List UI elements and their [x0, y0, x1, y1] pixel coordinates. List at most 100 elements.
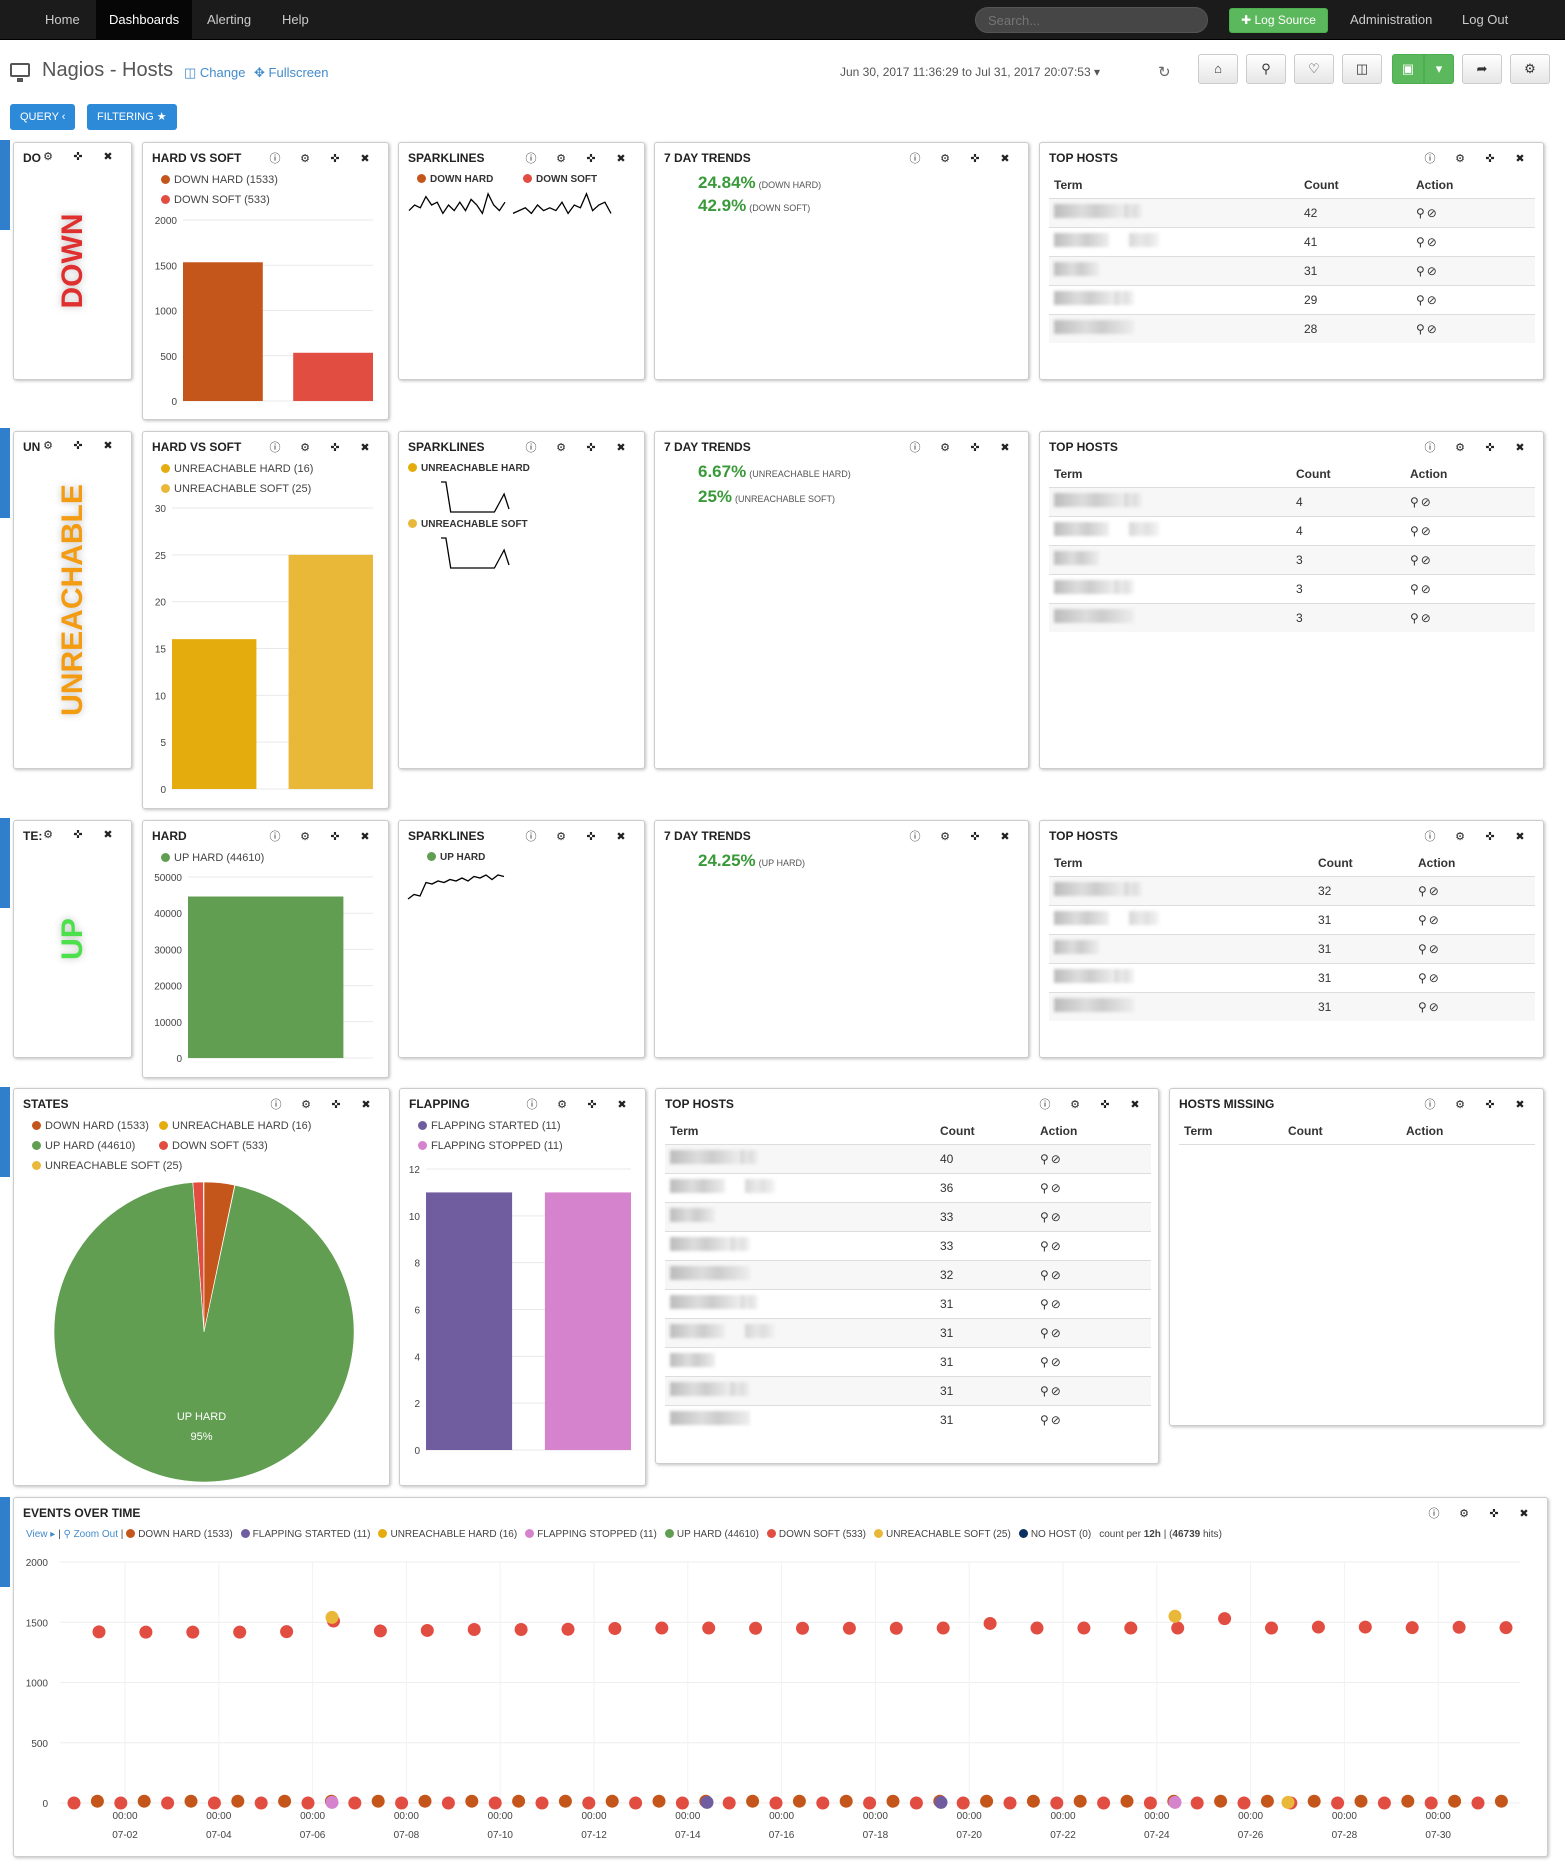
column-header-action[interactable]: Action: [1413, 851, 1535, 877]
ban-icon[interactable]: ⊘: [1050, 1325, 1063, 1340]
legend-item[interactable]: UNREACHABLE HARD (16): [161, 463, 313, 475]
ban-icon[interactable]: ⊘: [1050, 1209, 1063, 1224]
legend-item[interactable]: UNREACHABLE HARD (16): [159, 1120, 311, 1132]
event-point[interactable]: [1311, 1620, 1325, 1634]
event-point[interactable]: [889, 1621, 903, 1635]
gear-icon[interactable]: ⚙: [940, 153, 950, 165]
gear-icon[interactable]: ⚙: [43, 440, 53, 452]
event-point[interactable]: [1124, 1621, 1138, 1635]
search-icon[interactable]: ⚲: [1410, 610, 1421, 625]
event-point[interactable]: [373, 1624, 387, 1638]
event-point[interactable]: [909, 1796, 923, 1810]
event-point[interactable]: [1237, 1796, 1251, 1810]
legend-item[interactable]: UNREACHABLE SOFT (25): [161, 483, 311, 495]
event-point[interactable]: [1171, 1621, 1185, 1635]
term-cell[interactable]: [665, 1317, 935, 1347]
event-point[interactable]: [139, 1625, 153, 1639]
move-icon[interactable]: ✜: [970, 153, 980, 165]
ban-icon[interactable]: ⊘: [1428, 970, 1441, 985]
search-icon[interactable]: ⚲: [1040, 1180, 1051, 1195]
gear-icon[interactable]: ⚙: [1455, 442, 1465, 454]
search-icon[interactable]: ⚲: [1410, 494, 1421, 509]
gear-icon[interactable]: ⚙: [556, 831, 566, 843]
event-point[interactable]: [467, 1622, 481, 1636]
bar[interactable]: [172, 639, 257, 789]
ban-icon[interactable]: ⊘: [1428, 999, 1441, 1014]
event-point[interactable]: [233, 1625, 247, 1639]
event-point[interactable]: [1218, 1612, 1232, 1626]
column-header-count[interactable]: Count: [935, 1119, 1035, 1145]
close-icon[interactable]: ✖: [1130, 1099, 1140, 1111]
move-icon[interactable]: ✜: [1100, 1099, 1110, 1111]
event-point[interactable]: [675, 1796, 689, 1810]
term-cell[interactable]: [1049, 962, 1313, 992]
event-point[interactable]: [980, 1794, 994, 1808]
column-header-term[interactable]: Term: [1179, 1119, 1283, 1145]
info-icon[interactable]: ⓘ: [1424, 153, 1436, 165]
event-point[interactable]: [114, 1796, 128, 1810]
event-point[interactable]: [1050, 1796, 1064, 1810]
move-icon[interactable]: ✜: [73, 829, 83, 841]
info-icon[interactable]: ⓘ: [909, 153, 921, 165]
move-icon[interactable]: ✜: [1485, 442, 1495, 454]
nav-home[interactable]: Home: [45, 12, 80, 27]
ban-icon[interactable]: ⊘: [1426, 292, 1439, 307]
close-icon[interactable]: ✖: [1515, 831, 1525, 843]
ban-icon[interactable]: ⊘: [1050, 1267, 1063, 1282]
save-button[interactable]: ▣: [1392, 54, 1424, 84]
term-cell[interactable]: [665, 1346, 935, 1376]
close-icon[interactable]: ✖: [1000, 831, 1010, 843]
event-point[interactable]: [441, 1796, 455, 1810]
close-icon[interactable]: ✖: [1000, 153, 1010, 165]
event-point[interactable]: [278, 1794, 292, 1808]
event-point[interactable]: [1405, 1621, 1419, 1635]
close-icon[interactable]: ✖: [616, 831, 626, 843]
close-icon[interactable]: ✖: [1515, 153, 1525, 165]
event-point[interactable]: [842, 1621, 856, 1635]
event-point[interactable]: [231, 1794, 245, 1808]
event-point[interactable]: [92, 1625, 106, 1639]
close-icon[interactable]: ✖: [1515, 442, 1525, 454]
event-point[interactable]: [1471, 1796, 1485, 1810]
move-icon[interactable]: ✜: [586, 831, 596, 843]
search-icon[interactable]: ⚲: [1416, 292, 1427, 307]
term-cell[interactable]: [1049, 991, 1313, 1021]
legend-item[interactable]: FLAPPING STARTED (11): [240, 1529, 370, 1540]
share-button[interactable]: ➦: [1462, 54, 1502, 84]
event-point[interactable]: [1214, 1794, 1228, 1808]
search-icon[interactable]: ⚲: [1040, 1296, 1051, 1311]
close-icon[interactable]: ✖: [617, 1099, 627, 1111]
ban-icon[interactable]: ⊘: [1428, 883, 1441, 898]
move-icon[interactable]: ✜: [1489, 1508, 1499, 1520]
close-icon[interactable]: ✖: [361, 1099, 371, 1111]
alert-button[interactable]: ♡: [1294, 54, 1334, 84]
gear-icon[interactable]: ⚙: [1455, 1099, 1465, 1111]
move-icon[interactable]: ✜: [73, 151, 83, 163]
term-cell[interactable]: [1049, 284, 1299, 314]
legend-item[interactable]: DOWN HARD (1533): [161, 174, 278, 186]
info-icon[interactable]: ⓘ: [1039, 1099, 1051, 1111]
search-icon[interactable]: ⚲: [1410, 523, 1421, 538]
bar[interactable]: [188, 896, 344, 1058]
ban-icon[interactable]: ⊘: [1426, 321, 1439, 336]
event-point[interactable]: [1168, 1795, 1182, 1809]
event-point[interactable]: [67, 1796, 81, 1810]
event-point[interactable]: [746, 1794, 760, 1808]
bar[interactable]: [288, 554, 373, 789]
ban-icon[interactable]: ⊘: [1426, 205, 1439, 220]
gear-icon[interactable]: ⚙: [1455, 831, 1465, 843]
event-point[interactable]: [1499, 1621, 1513, 1635]
event-point[interactable]: [1354, 1794, 1368, 1808]
gear-icon[interactable]: ⚙: [1070, 1099, 1080, 1111]
ban-icon[interactable]: ⊘: [1050, 1412, 1063, 1427]
event-point[interactable]: [608, 1622, 622, 1636]
ban-icon[interactable]: ⊘: [1050, 1180, 1063, 1195]
term-cell[interactable]: [665, 1404, 935, 1434]
move-icon[interactable]: ✜: [330, 153, 340, 165]
event-point[interactable]: [325, 1795, 339, 1809]
event-point[interactable]: [1097, 1796, 1111, 1810]
log-source-button[interactable]: ✚ Log Source: [1229, 8, 1328, 33]
event-point[interactable]: [348, 1796, 362, 1810]
info-icon[interactable]: ⓘ: [909, 442, 921, 454]
term-cell[interactable]: [1049, 486, 1291, 516]
